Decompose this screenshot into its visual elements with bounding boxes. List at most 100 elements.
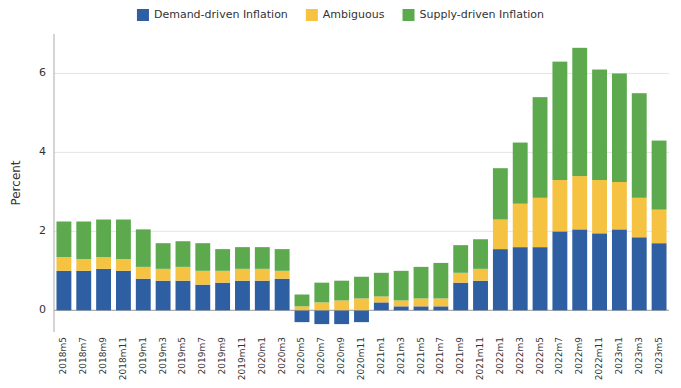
bar-segment — [572, 48, 587, 176]
bar-segment — [334, 281, 349, 301]
x-tick-label: 2018m9 — [98, 337, 108, 375]
bar-segment — [116, 271, 131, 310]
x-tick-label: 2021m1 — [376, 337, 386, 374]
bar-segment — [533, 247, 548, 310]
x-tick-label: 2022m1 — [495, 337, 505, 374]
legend: Demand-driven InflationAmbiguousSupply-d… — [137, 8, 544, 21]
bar-segment — [493, 168, 508, 219]
bar-segment — [76, 259, 91, 271]
x-tick-label: 2021m3 — [396, 337, 406, 374]
bar-segment — [156, 243, 171, 269]
x-tick-label: 2019m1 — [138, 337, 148, 374]
bar-segment — [552, 180, 567, 231]
bar-segment — [56, 221, 71, 257]
x-tick-label: 2020m11 — [356, 337, 366, 380]
y-axis-line — [54, 34, 55, 332]
bar-segment — [275, 279, 290, 311]
bar-segment — [96, 257, 111, 269]
x-tick-label: 2022m7 — [554, 337, 564, 374]
x-tick-label: 2021m7 — [435, 337, 445, 374]
bar-segment — [513, 204, 528, 247]
bar-segment — [56, 271, 71, 310]
bar-segment — [552, 62, 567, 180]
bar-segment — [116, 220, 131, 259]
bar-segment — [56, 257, 71, 271]
bar-segment — [374, 273, 389, 297]
bar-segment — [453, 245, 468, 273]
bar-segment — [96, 269, 111, 310]
bar-segment — [235, 281, 250, 311]
bar-segment — [156, 269, 171, 281]
y-axis-label: Percent — [9, 160, 23, 205]
bar-segment — [136, 279, 151, 311]
x-tick-label: 2023m5 — [654, 337, 664, 374]
x-tick-label: 2019m5 — [177, 337, 187, 374]
bar-segment — [513, 143, 528, 204]
bar-segment — [652, 243, 667, 310]
bar-segment — [195, 271, 210, 285]
bar-segment — [235, 269, 250, 281]
bar-segment — [314, 283, 329, 303]
x-tick-label: 2022m3 — [515, 337, 525, 374]
bar-segment — [652, 210, 667, 244]
bar-segment — [334, 300, 349, 310]
bar-segment — [612, 182, 627, 229]
bar-segment — [414, 306, 429, 310]
bar-segment — [314, 310, 329, 324]
bar-segment — [592, 70, 607, 181]
bar-segment — [374, 302, 389, 310]
x-tick-label: 2019m9 — [217, 337, 227, 375]
legend-label: Supply-driven Inflation — [420, 8, 545, 21]
bar-segment — [215, 271, 230, 283]
x-tick-label: 2020m7 — [316, 337, 326, 374]
x-tick-label: 2020m3 — [277, 337, 287, 374]
bar-segment — [612, 73, 627, 182]
bar-segment — [612, 229, 627, 310]
bars — [56, 48, 666, 324]
bar-segment — [394, 271, 409, 301]
bar-segment — [176, 281, 191, 311]
y-tick-label: 2 — [39, 224, 46, 237]
bar-segment — [592, 180, 607, 233]
bar-segment — [275, 249, 290, 271]
bar-segment — [493, 220, 508, 250]
bar-segment — [374, 296, 389, 302]
x-tick-label: 2022m5 — [535, 337, 545, 374]
bar-segment — [533, 198, 548, 247]
legend-label: Demand-driven Inflation — [154, 8, 288, 21]
bar-segment — [433, 306, 448, 310]
bar-segment — [433, 298, 448, 306]
bar-segment — [632, 198, 647, 237]
bar-segment — [493, 249, 508, 310]
bar-segment — [176, 241, 191, 267]
x-tick-label: 2019m3 — [158, 337, 168, 374]
x-tick-label: 2020m1 — [257, 337, 267, 374]
x-tick-label: 2019m11 — [237, 337, 247, 380]
bar-segment — [195, 285, 210, 311]
bar-segment — [572, 176, 587, 229]
bar-segment — [453, 283, 468, 311]
bar-segment — [255, 247, 270, 269]
bar-segment — [275, 271, 290, 279]
bar-segment — [334, 310, 349, 324]
x-tick-label: 2018m5 — [58, 337, 68, 374]
x-tick-label: 2020m5 — [296, 337, 306, 374]
bar-segment — [195, 243, 210, 271]
bar-segment — [176, 267, 191, 281]
bar-segment — [215, 283, 230, 311]
y-tick-label: 4 — [39, 145, 46, 158]
legend-swatch — [403, 9, 415, 21]
y-tick-label: 0 — [39, 303, 46, 316]
bar-segment — [295, 295, 310, 307]
chart-container: 0246Percent2018m52018m72018m92018m112019… — [0, 0, 681, 388]
bar-segment — [116, 259, 131, 271]
bar-segment — [632, 237, 647, 310]
x-tick-label: 2019m7 — [197, 337, 207, 374]
chart-svg: 0246Percent2018m52018m72018m92018m112019… — [0, 0, 681, 388]
bar-segment — [453, 273, 468, 283]
bar-segment — [533, 97, 548, 198]
bar-segment — [235, 247, 250, 269]
legend-swatch — [306, 9, 318, 21]
bar-segment — [354, 310, 369, 322]
bar-segment — [255, 269, 270, 281]
